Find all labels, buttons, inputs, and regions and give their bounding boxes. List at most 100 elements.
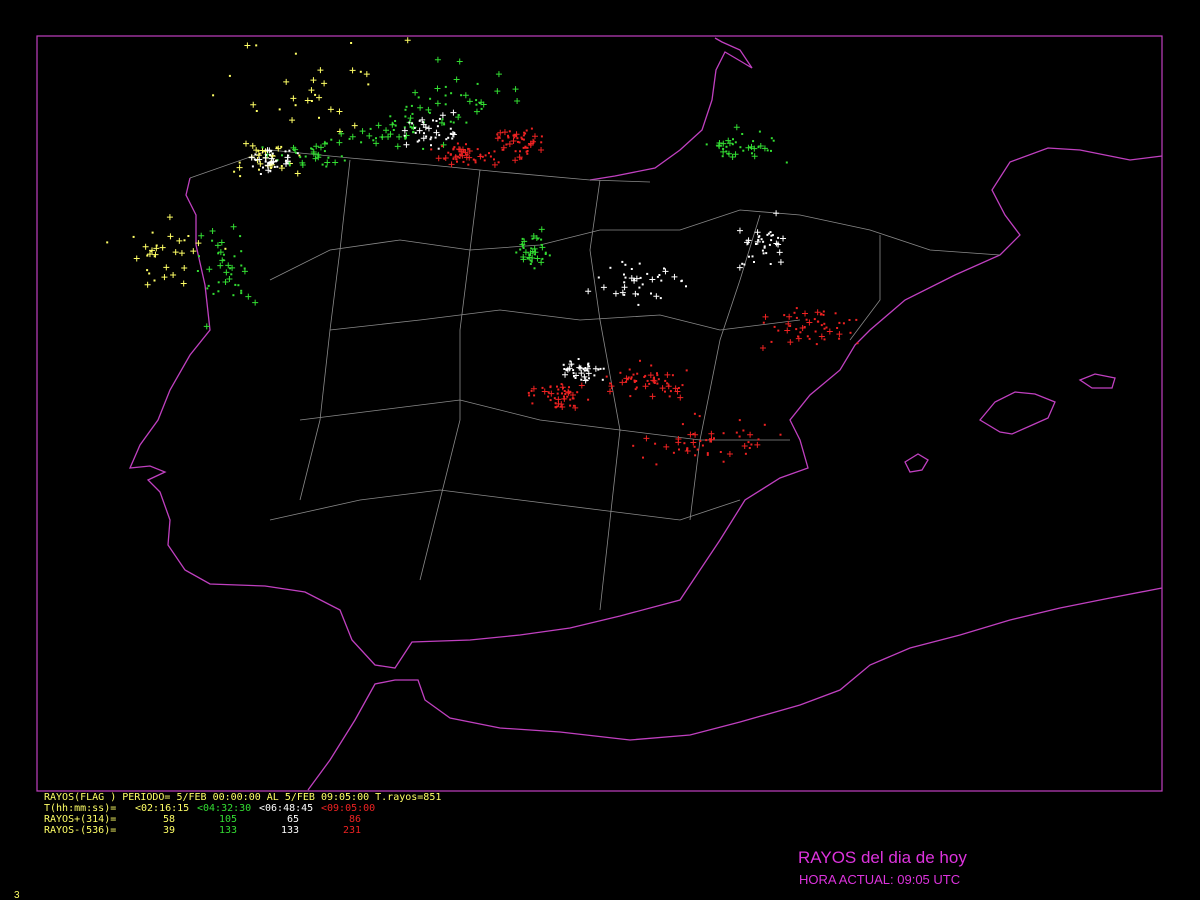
strike-dot [146,254,149,257]
strike-plus [671,273,678,280]
strike-plus [290,95,297,102]
strike-dot [449,127,452,130]
strike-dot [409,125,412,128]
strike-dot [466,153,469,156]
strike-dot [417,96,420,99]
strike-dot [459,153,461,156]
strike-dot [343,159,346,162]
strike-dot [698,415,701,418]
strike-plus [562,371,569,378]
strike-dot [392,129,395,131]
strike-dot [822,313,825,316]
strike-dot [582,368,585,371]
strike-dot [531,237,534,240]
strike-dot [719,451,722,453]
strike-dot [758,130,761,133]
strike-dot [381,136,384,139]
strike-plus [312,155,319,162]
strike-dot [148,272,151,275]
strike-dot [132,235,135,238]
strike-dot [453,146,456,149]
strike-dot [823,322,826,325]
strike-plus [826,328,833,335]
strike-dot [562,386,564,389]
strike-dot [233,170,236,173]
strike-dot [240,264,243,267]
strike-dot [609,266,612,269]
strike-plus [170,271,177,278]
strike-plus [462,92,469,99]
strike-dot [597,276,600,279]
strike-dot [445,138,448,141]
strike-dot [773,325,776,328]
strike-plus [332,159,339,166]
strike-dot [239,235,242,238]
strike-plus [647,372,654,379]
strike-plus [433,129,440,136]
strike-plus [178,250,185,257]
strike-plus [520,254,527,261]
strike-dot [757,146,760,149]
strike-dot [272,162,275,165]
strike-dot [288,161,290,164]
strike-dot [268,162,271,165]
strike-dot [692,433,695,435]
strike-dot [699,440,702,442]
strike-dot [233,255,236,258]
strike-dot [404,137,407,140]
strike-dot [549,385,552,388]
strike-dot [762,321,765,324]
strike-dot [757,239,760,242]
strike-plus [612,290,619,297]
strike-dot [259,173,262,175]
strike-dot [321,163,324,166]
strike-plus [304,97,311,104]
strike-dot [530,260,533,263]
strike-plus [321,80,328,87]
strike-plus [257,160,264,167]
strike-dot [275,146,278,149]
strike-dot [514,134,517,137]
positive-strikes [248,109,787,384]
strike-dot [452,157,455,160]
strike-dot [434,136,437,139]
strike-dot [565,368,568,371]
strike-dot [507,136,510,139]
strike-dot [681,384,684,387]
strike-dot [521,138,524,141]
strike-plus [531,245,538,252]
strike-dot [633,379,636,382]
strike-dot [803,326,806,328]
strike-dot [229,267,232,270]
strike-plus [462,149,469,156]
strike-dot [650,364,653,367]
strike-dot [408,121,411,124]
strike-dot [269,150,272,153]
strike-dot [528,394,531,397]
strike-dot [453,132,456,134]
strike-dot [627,376,630,379]
strike-dot [706,453,709,456]
strike-dot [789,325,792,327]
strike-dot [656,372,658,375]
strike-dot [422,121,424,124]
strike-plus [420,135,427,142]
strike-dot [422,147,425,150]
strike-plus [757,143,764,150]
strike-dot [705,439,708,442]
strike-plus [799,325,806,332]
strike-dot [657,378,660,381]
strike-dot [587,363,589,366]
strike-plus [732,151,739,158]
strike-plus [569,391,576,398]
strike-dot [763,245,766,248]
strike-plus [226,276,233,283]
strike-plus [585,370,592,377]
strike-dot [574,377,577,379]
strike-plus [708,430,715,437]
strike-dot [488,152,490,155]
strike-plus [146,251,153,258]
strike-dot [562,363,565,366]
strike-dot [797,335,799,338]
strike-plus [572,404,579,411]
